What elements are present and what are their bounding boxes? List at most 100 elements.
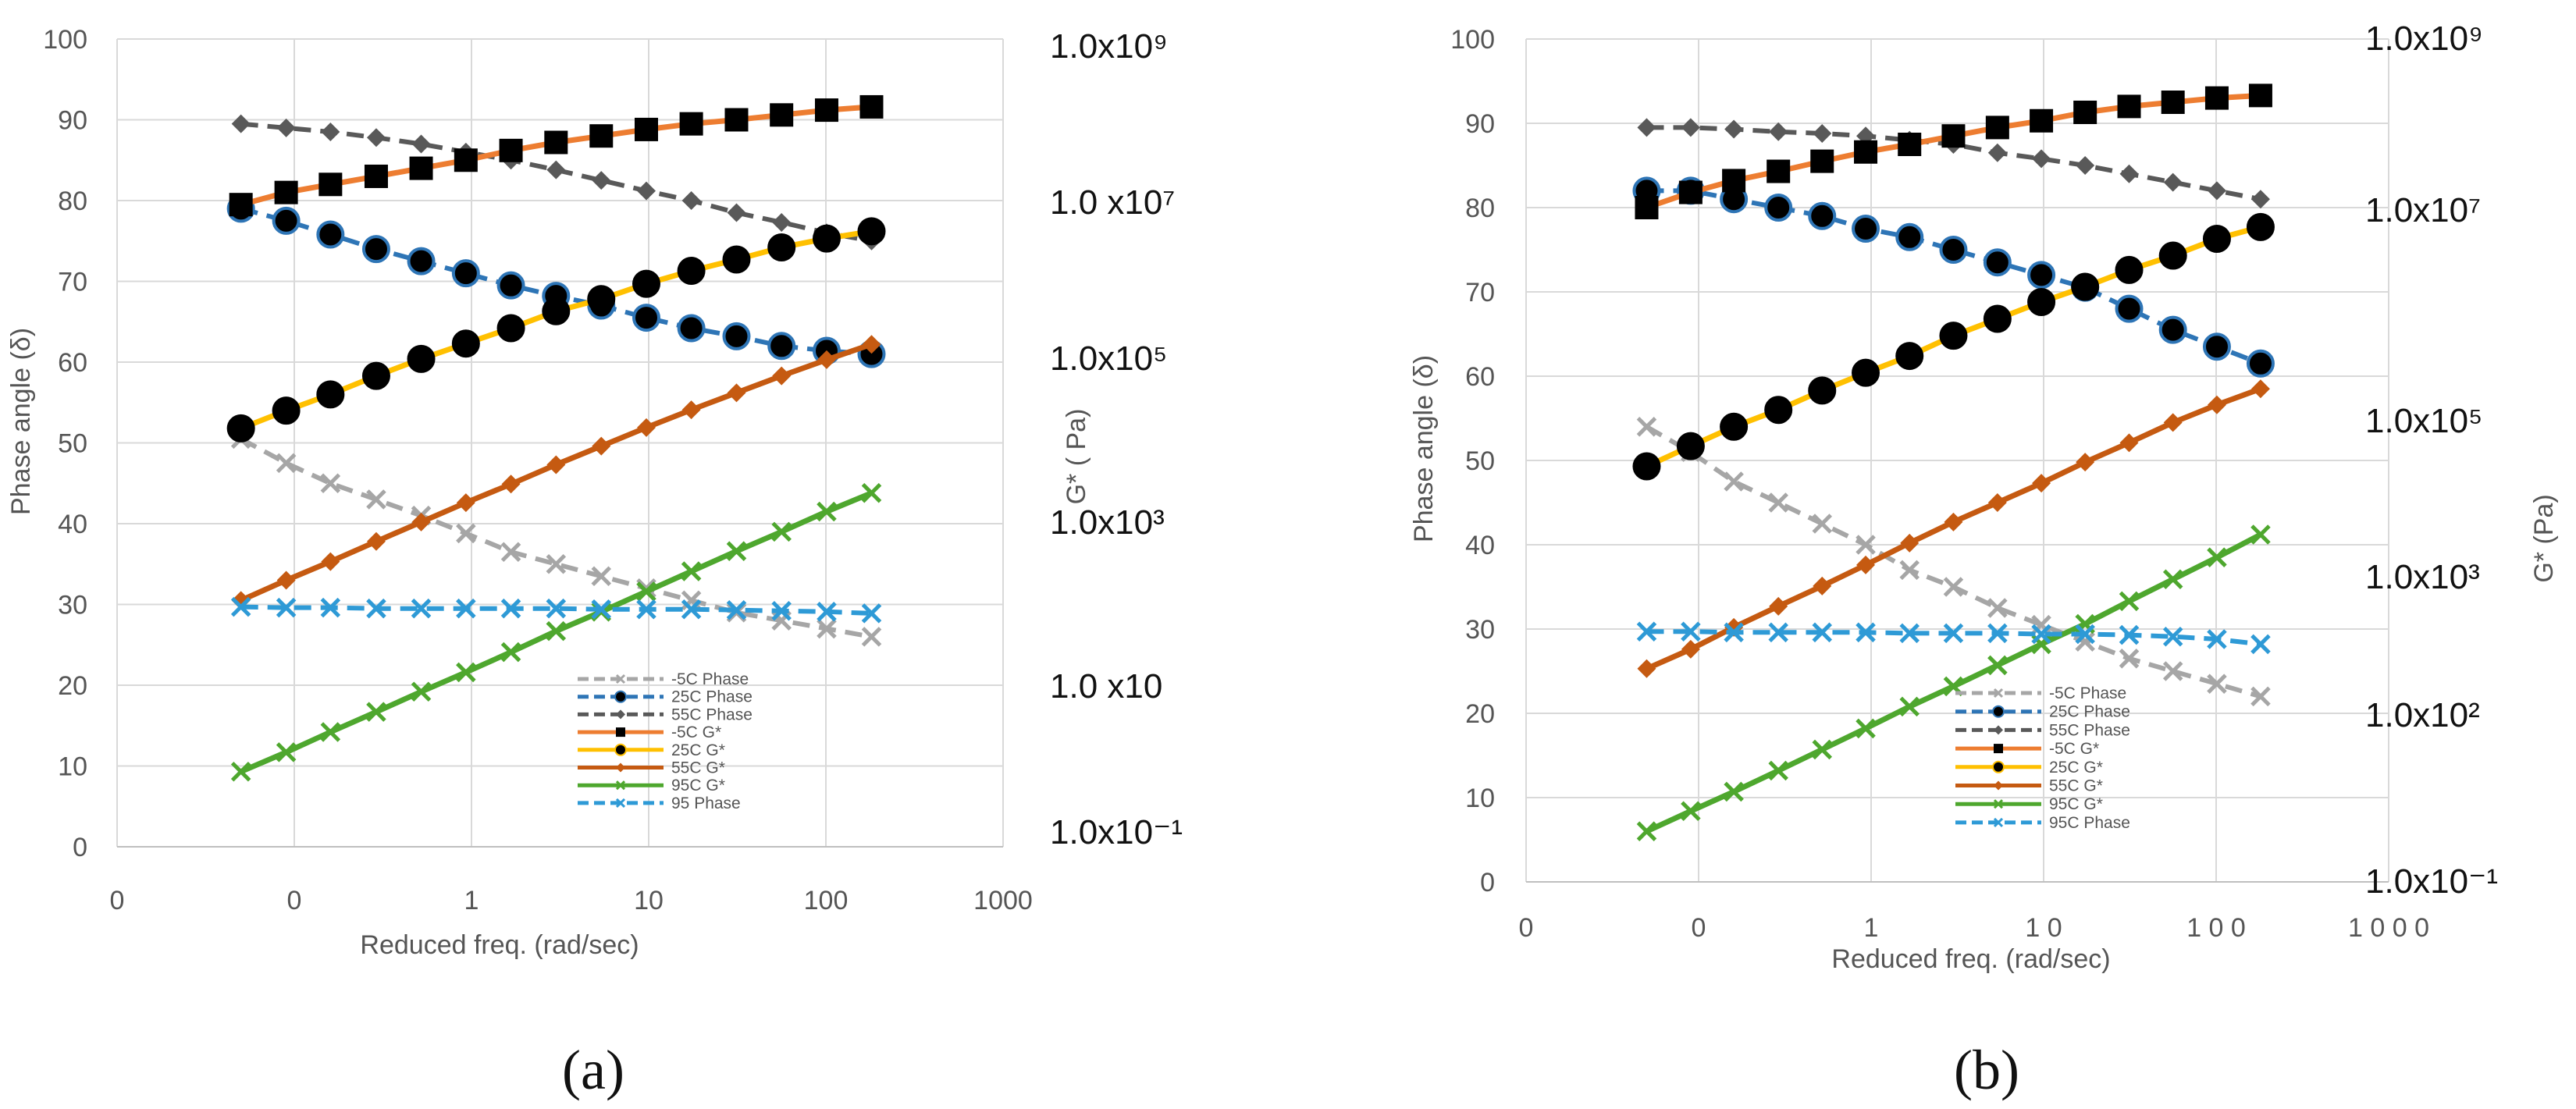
data-point: [1681, 621, 1701, 642]
data-point: [318, 172, 343, 197]
legend-marker: [1992, 705, 2005, 718]
data-point: [1856, 535, 1876, 555]
y-tick-label: 30: [1465, 615, 1495, 645]
data-point: [636, 181, 656, 201]
series-25c-g-: [226, 217, 886, 443]
data-point: [817, 602, 837, 622]
data-point: [2202, 224, 2231, 253]
data-point: [2250, 524, 2271, 545]
data-point: [1899, 560, 1920, 581]
data-point: [2119, 164, 2139, 183]
data-point: [1813, 123, 1832, 143]
data-point: [546, 455, 566, 475]
legend-label: 95C G*: [2049, 795, 2103, 813]
data-point: [366, 128, 386, 148]
y-tick-label: 80: [58, 187, 87, 216]
series-95c-g-: [230, 482, 882, 782]
data-point: [451, 329, 480, 358]
data-point: [677, 257, 706, 286]
data-point: [724, 108, 749, 132]
data-point: [2071, 272, 2100, 301]
data-point: [1808, 201, 1837, 230]
data-point: [1856, 718, 1876, 739]
legend-marker: [616, 762, 625, 773]
data-point: [634, 117, 658, 141]
legend-marker: [1994, 744, 2003, 754]
data-point: [1813, 576, 1832, 595]
legend-label: 55C Phase: [2049, 721, 2130, 739]
data-point: [2115, 255, 2144, 284]
data-point: [1636, 821, 1657, 841]
data-point: [1764, 396, 1793, 425]
data-point: [722, 322, 751, 350]
data-point: [1856, 622, 1876, 643]
data-point: [230, 596, 251, 617]
data-point: [1724, 471, 1744, 492]
data-point: [409, 156, 433, 180]
data-point: [1724, 119, 1744, 139]
data-point: [2027, 261, 2056, 290]
series--5c-g-: [229, 94, 884, 217]
data-point: [636, 599, 656, 620]
data-point: [361, 361, 390, 390]
x-tick-label: 1: [1864, 913, 1879, 943]
legend-label: -5C Phase: [671, 670, 749, 688]
data-point: [812, 224, 841, 253]
data-point: [456, 493, 475, 513]
data-point: [411, 681, 432, 702]
data-point: [1812, 739, 1833, 760]
data-point: [2162, 626, 2183, 647]
y-tick-label: 40: [1465, 531, 1495, 560]
data-point: [1681, 801, 1701, 822]
data-point: [1637, 118, 1656, 137]
data-point: [861, 482, 882, 503]
data-point: [636, 581, 656, 602]
data-point: [2117, 94, 2141, 119]
data-point: [1635, 196, 1659, 219]
data-point: [276, 118, 296, 137]
legend-label: 55C Phase: [671, 706, 753, 723]
data-point: [817, 501, 837, 522]
data-point: [591, 599, 612, 620]
y-tick-label: 10: [58, 752, 87, 782]
data-point: [316, 220, 345, 249]
data-point: [587, 285, 616, 314]
data-point: [2250, 190, 2270, 209]
legend-label: -5C G*: [671, 723, 721, 741]
y2-tick-labels: 1.0x10⁹ 1.0x10⁷ 1.0x10⁵ 1.0x10³ 1.0x10² 1.0x1…: [2365, 20, 2498, 901]
y-tick-label: 70: [1465, 278, 1495, 307]
series-line: [240, 436, 873, 639]
data-point: [767, 233, 796, 262]
series-layer: [226, 94, 886, 782]
data-point: [499, 138, 523, 162]
y2-tick-label: 1.0x10⁵: [1050, 339, 1167, 378]
data-point: [226, 414, 255, 443]
legend-label: 95C Phase: [2049, 814, 2130, 832]
data-point: [2027, 287, 2056, 316]
legend-marker: [1992, 760, 2005, 773]
data-point: [272, 206, 301, 235]
series-95c-phase: [1636, 621, 2271, 655]
data-point: [1632, 452, 1661, 481]
legend-marker: [1993, 799, 2004, 809]
data-point: [862, 335, 881, 354]
data-point: [1985, 116, 2009, 140]
x-tick-label: 1 0 0: [2186, 913, 2246, 943]
data-point: [632, 304, 660, 332]
data-point: [1987, 623, 2008, 644]
data-point: [2032, 474, 2051, 493]
data-point: [1944, 512, 1963, 531]
data-point: [500, 598, 521, 619]
data-point: [366, 702, 386, 722]
data-point: [726, 541, 747, 561]
legend-label: -5C Phase: [2049, 684, 2126, 702]
data-point: [2248, 84, 2272, 108]
data-point: [496, 314, 525, 343]
data-point: [591, 566, 612, 587]
data-point: [230, 761, 251, 782]
legend-label: 25C Phase: [671, 688, 753, 706]
data-point: [276, 742, 297, 762]
legend-label: -5C G*: [2049, 740, 2099, 758]
data-point: [767, 332, 796, 361]
